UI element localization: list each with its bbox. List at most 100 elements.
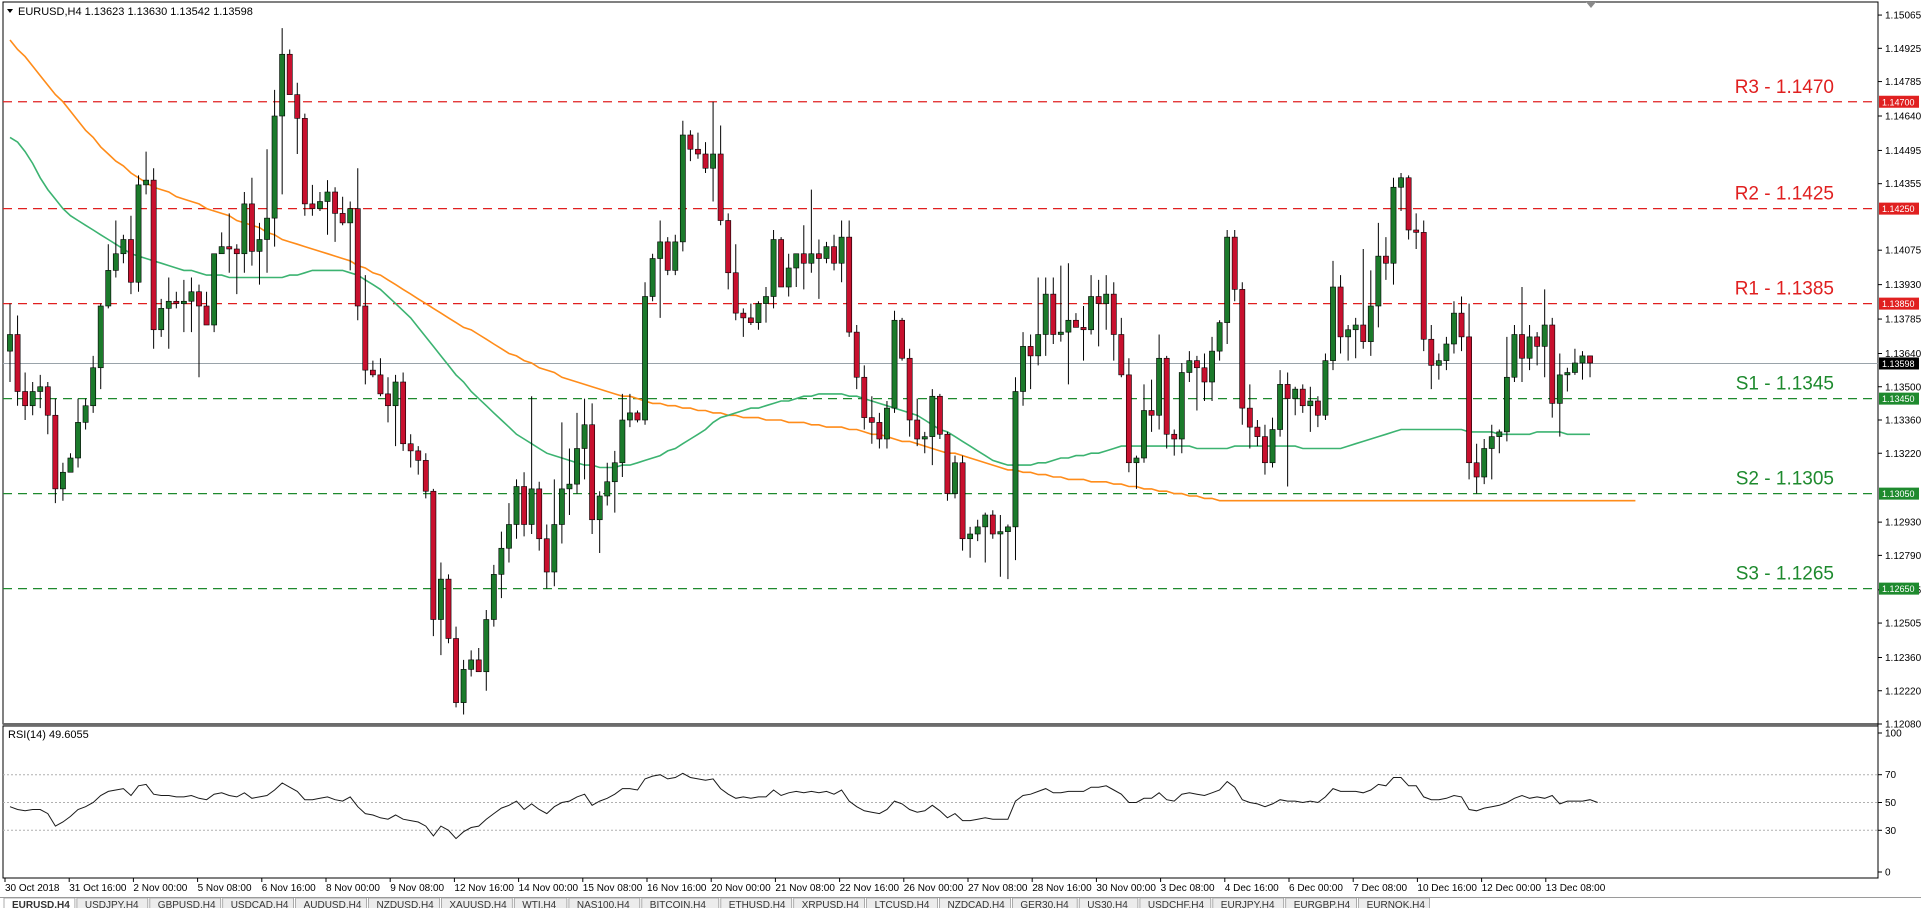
candle [52, 398, 59, 504]
ma-fast-line [9, 136, 1590, 469]
candle [1314, 396, 1321, 428]
candle [952, 455, 958, 499]
time-tick-label: 30 Oct 2018 [5, 883, 60, 894]
candle [324, 180, 331, 235]
candle [1224, 230, 1231, 344]
candle [256, 222, 263, 285]
candle [611, 450, 618, 513]
symbol-tab[interactable]: NAS100,H4 [568, 897, 641, 908]
candle [1254, 420, 1261, 447]
candle [1572, 348, 1578, 375]
candle [203, 291, 210, 326]
candle [105, 244, 112, 309]
symbol-tab[interactable]: ETHUSD,H4 [720, 897, 793, 908]
candle [143, 151, 149, 195]
candle [1292, 386, 1299, 416]
candle [1186, 351, 1193, 382]
time-tick-label: 2 Nov 00:00 [133, 883, 187, 894]
time-tick-label: 15 Nov 08:00 [583, 883, 643, 894]
candle [846, 220, 853, 337]
candle [279, 28, 286, 195]
time-tick-label: 9 Nov 08:00 [390, 883, 444, 894]
candle [921, 431, 928, 454]
symbol-tab[interactable]: XAUUSD,H4 [440, 897, 513, 908]
symbol-tab[interactable]: WTI,H4 [513, 897, 568, 908]
candle [1564, 367, 1571, 392]
candle [1534, 332, 1541, 366]
candle [891, 310, 898, 413]
candle [1330, 260, 1336, 371]
symbol-tab[interactable]: NZDCAD,H4 [939, 897, 1011, 908]
candle [128, 215, 134, 295]
symbol-tab[interactable]: GER30,H4 [1012, 897, 1078, 908]
candle [1367, 270, 1374, 356]
rsi-line [9, 772, 1598, 840]
candle [1073, 313, 1079, 328]
candle [1262, 424, 1268, 475]
symbol-tab[interactable]: BITCOIN,H4 [641, 897, 720, 908]
candle [362, 275, 369, 385]
candle [1118, 317, 1125, 378]
candle [1345, 325, 1352, 361]
symbol-tab[interactable]: US30,H4 [1078, 897, 1139, 908]
symbol-tab[interactable]: EURJPY,H4 [1212, 897, 1285, 908]
candle [528, 396, 535, 534]
candles-series [7, 28, 1593, 715]
svg-text:USDJPY,H4: USDJPY,H4 [85, 900, 139, 908]
candle [1451, 301, 1457, 354]
candle [1587, 355, 1593, 378]
candle [1405, 175, 1412, 240]
candle [1239, 282, 1246, 425]
symbol-tab[interactable]: AUDUSD,H4 [295, 897, 367, 908]
candle [1201, 353, 1208, 401]
chart-shift-marker-icon[interactable] [1586, 2, 1596, 8]
candle [22, 372, 29, 420]
symbol-tab[interactable]: LTCUSD,H4 [866, 897, 938, 908]
symbol-tab[interactable]: EURNOK,H4 [1358, 897, 1430, 908]
svg-text:EURJPY,H4: EURJPY,H4 [1221, 900, 1275, 908]
price-tag-s1: 1.13450 [1879, 392, 1919, 405]
symbol-tab[interactable]: USDJPY,H4 [76, 897, 149, 908]
candle [369, 360, 376, 378]
candle [543, 524, 550, 589]
time-tick-label: 6 Dec 00:00 [1289, 883, 1343, 894]
candle [1012, 377, 1019, 561]
candle [778, 237, 785, 288]
time-tick-label: 26 Nov 00:00 [904, 883, 964, 894]
svg-text:EURNOK,H4: EURNOK,H4 [1367, 900, 1426, 908]
candle [1360, 249, 1367, 349]
price-tag-r2: 1.14250 [1879, 202, 1919, 215]
symbol-tab[interactable]: NZDUSD,H4 [368, 897, 440, 908]
candle [158, 298, 165, 337]
candle [1435, 353, 1442, 380]
candle [354, 168, 361, 321]
symbol-tab[interactable]: EURGBP,H4 [1285, 897, 1357, 908]
symbol-tab[interactable]: USDCHF,H4 [1139, 897, 1212, 908]
candle [1511, 325, 1518, 382]
candle [422, 453, 429, 499]
symbol-tab[interactable]: XRPUSD,H4 [793, 897, 866, 908]
candle [982, 512, 989, 563]
candle [180, 279, 187, 333]
candle [60, 462, 66, 501]
candle [339, 196, 346, 226]
candle [1383, 237, 1389, 280]
time-tick-label: 16 Nov 16:00 [647, 883, 707, 894]
symbol-tab[interactable]: USDCAD,H4 [222, 897, 294, 908]
symbol-tab[interactable]: GBPUSD,H4 [149, 897, 222, 908]
candle [558, 422, 565, 544]
candle [755, 301, 762, 330]
rsi-tick-label: 70 [1885, 770, 1897, 781]
svg-text:USDCAD,H4: USDCAD,H4 [231, 900, 289, 908]
candle [1322, 353, 1329, 420]
candle [831, 234, 837, 271]
candle [241, 192, 248, 273]
symbol-header: EURUSD,H4 1.13623 1.13630 1.13542 1.1359… [7, 6, 253, 18]
dropdown-triangle-icon[interactable] [7, 9, 13, 13]
candle [642, 282, 648, 425]
candle [732, 244, 739, 321]
symbol-tab[interactable]: EURUSD,H4 [3, 897, 76, 908]
candle [944, 431, 951, 501]
svg-text:BITCOIN,H4: BITCOIN,H4 [650, 900, 707, 908]
